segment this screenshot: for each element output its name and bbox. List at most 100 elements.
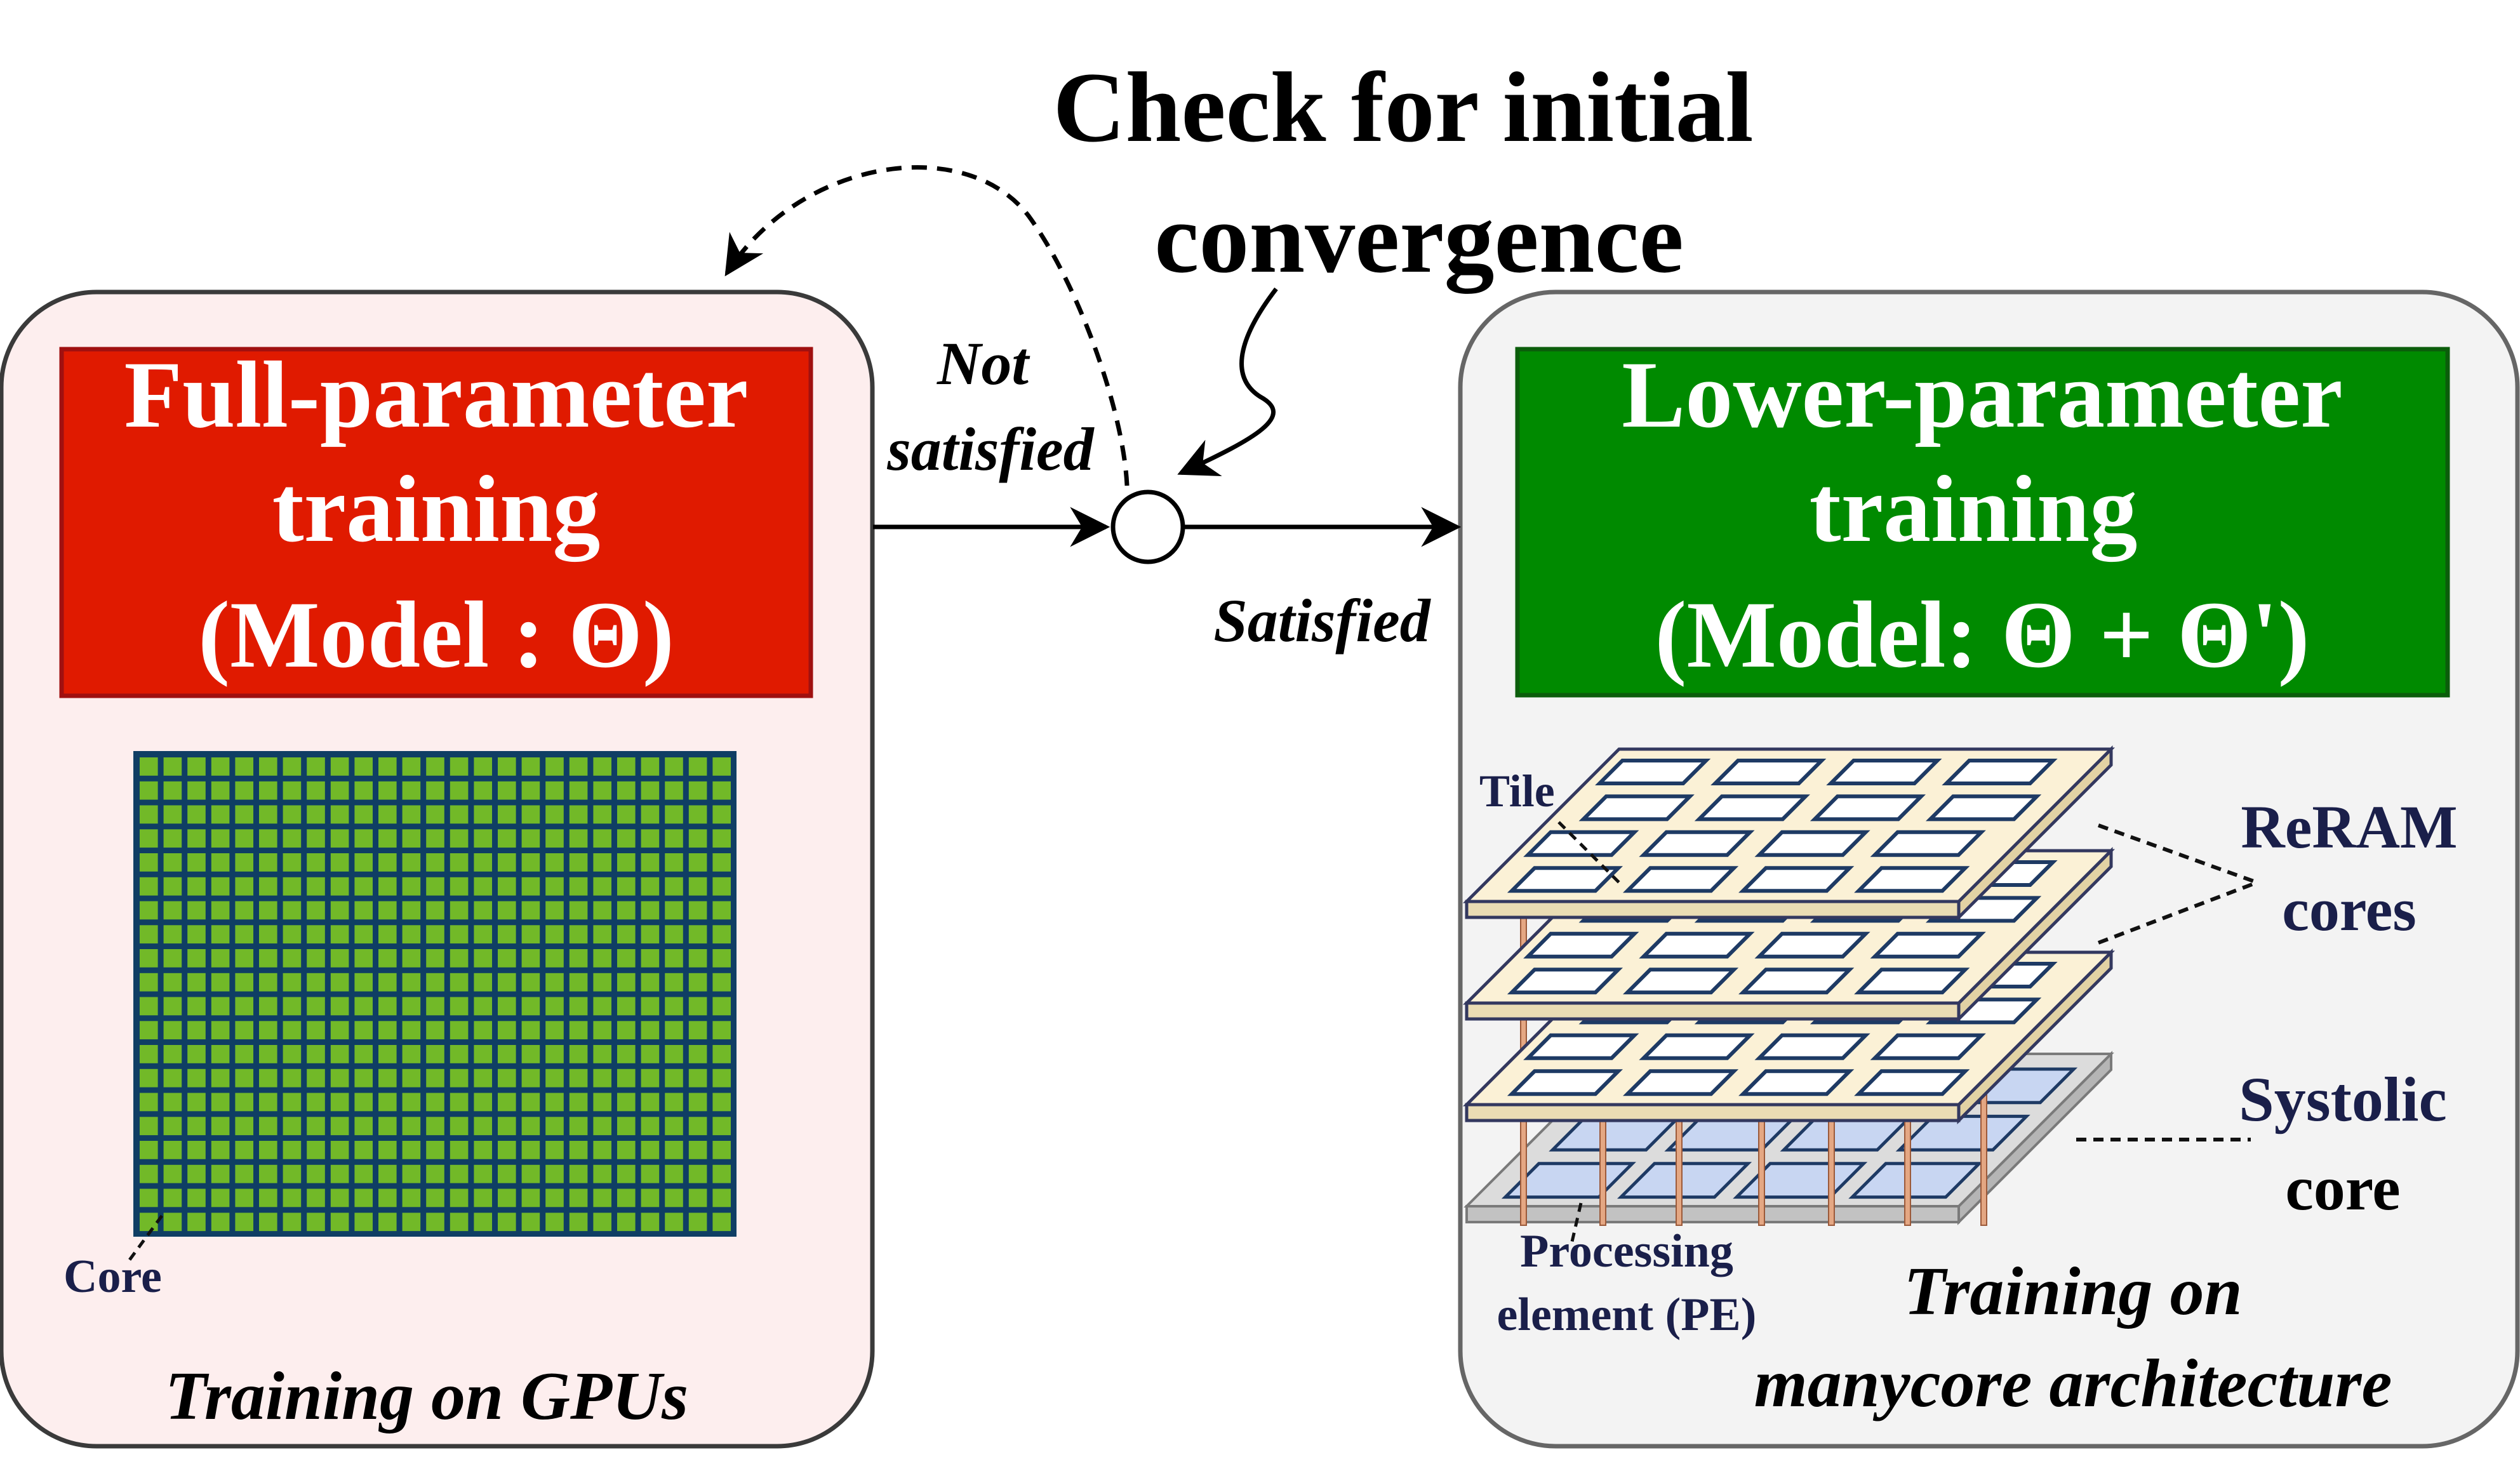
gpu-core-cell: [617, 1141, 636, 1159]
gpu-core-cell: [378, 1021, 397, 1040]
gpu-core-cell: [235, 829, 253, 848]
gpu-core-cell: [712, 781, 731, 800]
gpu-core-cell: [140, 1021, 158, 1040]
gpu-core-cell: [187, 973, 206, 992]
gpu-core-cell: [283, 973, 302, 992]
gpu-core-cell: [712, 1093, 731, 1112]
gpu-core-cell: [450, 1164, 469, 1183]
gpu-core-cell: [426, 1021, 444, 1040]
gpu-core-cell: [354, 1213, 373, 1232]
reram-tile: [1622, 1069, 1739, 1096]
gpu-core-cell: [498, 829, 516, 848]
gpu-core-cell: [593, 1164, 611, 1183]
reram-tile: [1942, 759, 2058, 785]
gpu-core-cell: [521, 1188, 540, 1208]
gpu-core-cell: [665, 1141, 683, 1159]
systolic-label-line1: Systolic: [2239, 1064, 2447, 1134]
gpu-core-cell: [259, 781, 277, 800]
gpu-core-cell: [163, 853, 182, 872]
gpu-core-cell: [307, 1188, 325, 1208]
gpu-core-cell: [259, 925, 277, 944]
gpu-core-cell: [617, 1213, 636, 1232]
reram-layer-side: [1465, 900, 1961, 919]
gpu-core-cell: [259, 1164, 277, 1183]
reram-tile: [1622, 968, 1739, 995]
gpu-core-cell: [593, 1141, 611, 1159]
gpu-core-cell: [354, 757, 373, 776]
gpu-core-cell: [426, 1188, 444, 1208]
reram-tile: [1595, 759, 1711, 785]
gpu-core-cell: [569, 1068, 588, 1088]
gpu-core-cell: [641, 829, 660, 848]
gpu-core-cell: [712, 1117, 731, 1136]
gpu-core-cell: [163, 901, 182, 920]
gpu-core-cell: [545, 805, 564, 824]
gpu-core-cell: [283, 805, 302, 824]
reram-layers: [1462, 745, 2116, 1125]
gpu-core-cell: [402, 901, 421, 920]
gpu-core-cell: [569, 949, 588, 968]
gpu-core-cell: [378, 781, 397, 800]
gpu-core-cell: [307, 1164, 325, 1183]
gpu-core-cell: [712, 877, 731, 896]
gpu-core-cell: [712, 973, 731, 992]
gpu-core-cell: [163, 877, 182, 896]
gpu-core-cell: [712, 829, 731, 848]
pe-label-line1: Processing: [1520, 1225, 1733, 1277]
gpu-core-cell: [617, 805, 636, 824]
full-parameter-title-box: [59, 347, 813, 698]
gpu-core-cell: [450, 757, 469, 776]
gpu-core-cell: [330, 1068, 349, 1088]
gpu-core-cell: [283, 829, 302, 848]
gpu-core-cell: [354, 781, 373, 800]
gpu-core-cell: [378, 973, 397, 992]
gpu-core-cell: [259, 1021, 277, 1040]
gpu-core-cell: [641, 925, 660, 944]
gpu-core-cell: [163, 997, 182, 1016]
gpu-core-cell: [593, 805, 611, 824]
reram-tile: [1810, 794, 1926, 822]
gpu-core-cell: [330, 829, 349, 848]
gpu-core-cell: [521, 853, 540, 872]
gpu-core-cell: [474, 1117, 492, 1136]
gpu-core-cell: [498, 781, 516, 800]
gpu-core-cell: [450, 877, 469, 896]
gpu-core-cell: [665, 1213, 683, 1232]
gpu-core-cell: [378, 1117, 397, 1136]
gpu-core-cell: [402, 853, 421, 872]
gpu-core-cell: [283, 1021, 302, 1040]
gpu-core-cell: [211, 925, 230, 944]
gpu-core-cell: [498, 853, 516, 872]
gpu-core-cell: [712, 1213, 731, 1232]
gpu-core-cell: [426, 1045, 444, 1063]
gpu-core-cell: [354, 1117, 373, 1136]
gpu-core-cell: [545, 877, 564, 896]
gpu-core-cell: [641, 949, 660, 968]
gpu-core-cell: [712, 997, 731, 1016]
gpu-core-cell: [283, 1213, 302, 1232]
gpu-core-cell: [283, 1164, 302, 1183]
gpu-core-cell: [593, 1068, 611, 1088]
check-convergence-title-line1: Check for initial: [1053, 52, 1753, 163]
gpu-core-cell: [498, 973, 516, 992]
gpu-core-cell: [330, 1093, 349, 1112]
reram-tile: [1754, 830, 1870, 857]
gpu-core-cell: [521, 925, 540, 944]
reram-tile: [1507, 1069, 1623, 1096]
gpu-core-cell: [498, 877, 516, 896]
gpu-core-cell: [283, 1188, 302, 1208]
gpu-core-cell: [474, 1141, 492, 1159]
gpu-core-cell: [187, 805, 206, 824]
gpu-core-cell: [378, 901, 397, 920]
gpu-core-cell: [140, 997, 158, 1016]
gpu-core-cell: [307, 757, 325, 776]
gpu-core-cell: [665, 1188, 683, 1208]
gpu-core-cell: [426, 757, 444, 776]
gpu-core-cell: [569, 1164, 588, 1183]
gpu-core-cell: [259, 1141, 277, 1159]
reram-tile: [1754, 1033, 1870, 1060]
gpu-core-cell: [641, 877, 660, 896]
gpu-core-cell: [354, 829, 373, 848]
gpu-core-cell: [211, 1188, 230, 1208]
